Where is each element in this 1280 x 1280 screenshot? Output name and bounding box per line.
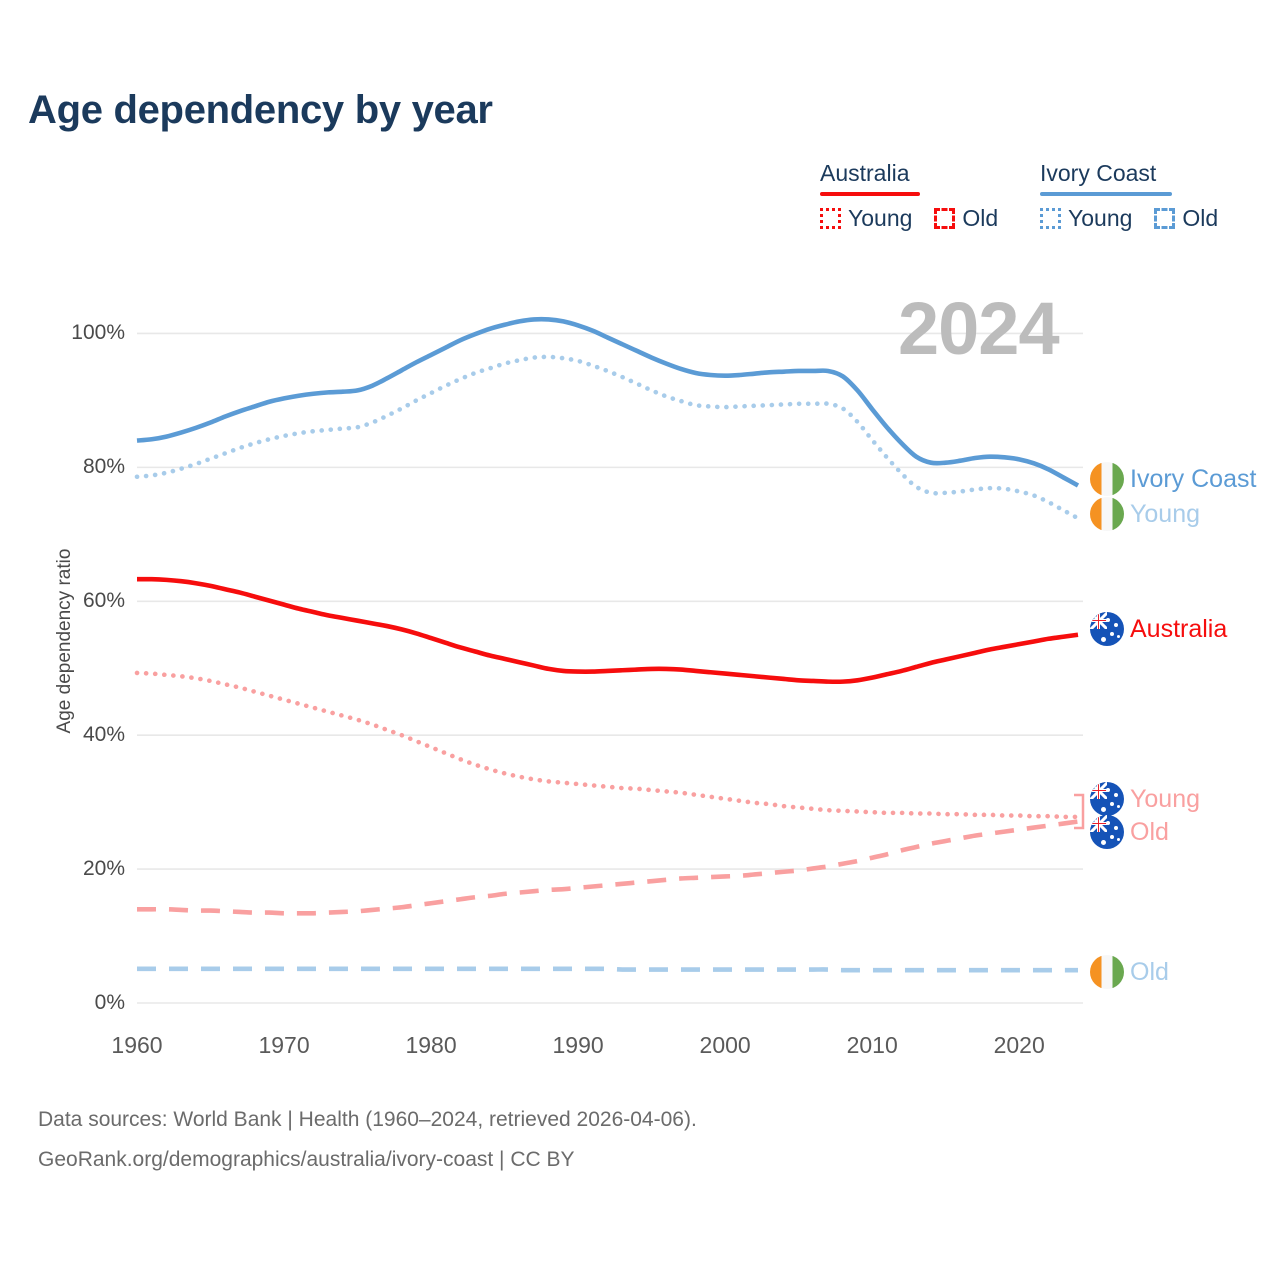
- legend-label-australia-young: Young: [848, 205, 913, 231]
- end-label-australia-total[interactable]: Australia: [1090, 612, 1227, 646]
- y-tick-label: 80%: [82, 455, 125, 479]
- x-tick-label: 1960: [111, 1032, 163, 1058]
- x-tick-label: 1980: [405, 1032, 457, 1058]
- legend-swatch-dashed-icon: [1154, 208, 1176, 229]
- x-tick-label: 2010: [846, 1032, 898, 1058]
- x-tick-label: 2000: [699, 1032, 751, 1058]
- legend-item-australia-old[interactable]: Old: [934, 205, 998, 232]
- legend-item-ivory-coast-old[interactable]: Old: [1154, 205, 1218, 232]
- legend-swatch-dotted-icon: [1040, 208, 1061, 229]
- legend-rule-ivory-coast: [1040, 192, 1172, 196]
- y-tick-label: 20%: [82, 857, 125, 881]
- y-tick-label: 0%: [94, 991, 125, 1014]
- footer-data-sources: Data sources: World Bank | Health (1960–…: [38, 1108, 697, 1131]
- end-label-text: Young: [1130, 499, 1200, 528]
- legend-label-australia-old: Old: [962, 205, 999, 231]
- series-line-ivory_old: [137, 966, 1078, 973]
- series-line-ivory_young: [134, 354, 1081, 521]
- end-label-text: Old: [1130, 817, 1169, 846]
- end-label-bracket: [1074, 793, 1085, 830]
- y-tick-label: 40%: [82, 723, 125, 747]
- ivory-coast-flag-icon: [1090, 955, 1124, 989]
- end-label-ivory-young[interactable]: Young: [1090, 497, 1200, 531]
- series-line-australia_old: [137, 819, 1079, 916]
- australia-flag-icon: [1090, 782, 1124, 816]
- footer-attribution: GeoRank.org/demographics/australia/ivory…: [38, 1148, 575, 1171]
- australia-flag-icon: [1090, 612, 1124, 646]
- legend-swatch-dashed-icon: [934, 208, 956, 229]
- year-watermark: 2024: [898, 287, 1060, 370]
- end-label-text: Ivory Coast: [1130, 464, 1257, 493]
- x-tick-label: 1990: [552, 1032, 604, 1058]
- y-tick-label: 60%: [82, 589, 125, 613]
- legend-group-australia: Australia Young Old: [820, 160, 998, 232]
- legend-item-australia-young[interactable]: Young: [820, 205, 912, 232]
- end-label-ivory-old[interactable]: Old: [1090, 955, 1169, 989]
- x-tick-label: 2020: [993, 1032, 1045, 1058]
- series-line-australia_total: [136, 576, 1079, 685]
- legend-country-ivory-coast: Ivory Coast: [1040, 160, 1157, 186]
- end-label-australia-young[interactable]: Young: [1090, 782, 1200, 816]
- end-label-text: Old: [1130, 957, 1169, 986]
- series-line-australia_young: [134, 670, 1081, 820]
- legend-label-ivory-coast-old: Old: [1182, 205, 1219, 231]
- x-tick-label: 1970: [258, 1032, 310, 1058]
- legend-country-australia: Australia: [820, 160, 910, 186]
- end-label-text: Australia: [1130, 614, 1228, 643]
- chart-legend: Australia Young Old Ivory Coast Young: [812, 160, 1272, 240]
- australia-flag-icon: [1090, 815, 1124, 849]
- page-title: Age dependency by year: [28, 88, 493, 132]
- y-tick-label: 100%: [71, 321, 125, 345]
- legend-rule-australia: [820, 192, 920, 196]
- series-line-ivory_total: [136, 316, 1080, 488]
- ivory-coast-flag-icon: [1090, 497, 1124, 531]
- end-label-ivory-total[interactable]: Ivory Coast: [1090, 462, 1256, 496]
- legend-swatch-dotted-icon: [820, 208, 841, 229]
- legend-group-ivory-coast: Ivory Coast Young Old: [1040, 160, 1218, 232]
- legend-item-ivory-coast-young[interactable]: Young: [1040, 205, 1132, 232]
- legend-label-ivory-coast-young: Young: [1068, 205, 1133, 231]
- ivory-coast-flag-icon: [1090, 462, 1124, 496]
- end-label-australia-old[interactable]: Old: [1090, 815, 1169, 849]
- end-label-text: Young: [1130, 784, 1200, 813]
